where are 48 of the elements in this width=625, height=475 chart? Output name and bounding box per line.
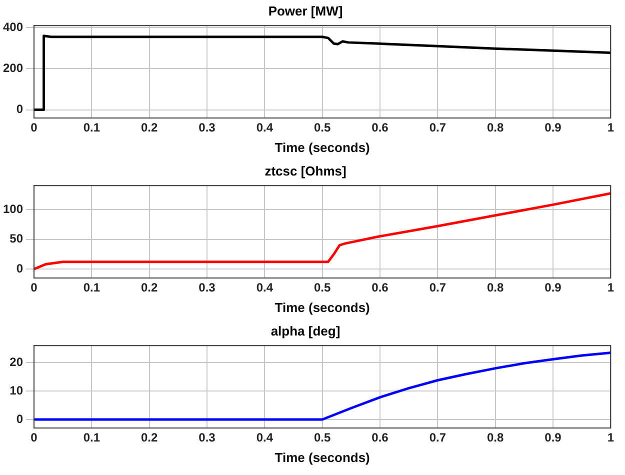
x-tick-label: 0.1 (83, 120, 100, 135)
x-tick-label: 0.1 (83, 430, 100, 445)
x-tick-label: 0.3 (198, 280, 216, 295)
x-tick-label: 0.4 (256, 120, 274, 135)
x-tick-label: 1 (607, 430, 614, 445)
x-tick-label: 0.7 (429, 120, 446, 135)
x-tick-label: 0.3 (198, 430, 216, 445)
y-tick-label: 20 (10, 354, 24, 369)
x-tick-label: 0.5 (314, 280, 331, 295)
x-axis-title: Time (seconds) (274, 140, 370, 155)
x-tick-label: 0.4 (256, 430, 274, 445)
x-tick-label: 0 (30, 280, 38, 295)
x-tick-label: 0.8 (486, 120, 504, 135)
y-tick-label: 0 (16, 412, 24, 426)
x-tick-label: 0.9 (544, 430, 562, 445)
x-tick-label: 0.7 (429, 430, 446, 445)
y-tick-label: 10 (10, 383, 24, 398)
x-tick-label: 0 (30, 430, 38, 445)
y-tick-label: 100 (2, 202, 24, 216)
chart-title: ztcsc [Ohms] (264, 163, 346, 178)
chart-title: Power [MW] (268, 3, 343, 18)
x-tick-label: 0.1 (83, 280, 100, 295)
x-tick-label: 0.6 (372, 120, 389, 135)
x-tick-label: 0.6 (372, 280, 389, 295)
x-tick-label: 0.8 (486, 430, 504, 445)
x-tick-label: 0.6 (372, 430, 389, 445)
y-tick-label: 0 (16, 102, 24, 116)
y-tick-label: 200 (2, 61, 24, 76)
x-tick-label: 0.8 (486, 280, 504, 295)
x-tick-label: 0 (30, 120, 38, 135)
x-axis-title: Time (seconds) (274, 450, 370, 465)
x-tick-label: 0.3 (198, 120, 216, 135)
x-tick-label: 1 (607, 280, 614, 295)
y-tick-label: 50 (10, 232, 24, 246)
x-tick-label: 0.7 (429, 280, 446, 295)
x-tick-label: 0.5 (314, 120, 331, 135)
x-tick-label: 0.4 (256, 280, 274, 295)
y-tick-label: 0 (16, 261, 24, 276)
x-tick-label: 0.9 (544, 120, 562, 135)
chart-title: alpha [deg] (270, 323, 340, 338)
x-tick-label: 1 (607, 120, 614, 135)
x-axis-title: Time (seconds) (274, 300, 370, 315)
x-tick-label: 0.5 (314, 430, 331, 445)
x-tick-label: 0.2 (140, 120, 158, 135)
y-tick-label: 400 (2, 20, 24, 34)
x-tick-label: 0.2 (140, 280, 158, 295)
x-tick-label: 0.9 (544, 280, 562, 295)
x-tick-label: 0.2 (140, 430, 158, 445)
